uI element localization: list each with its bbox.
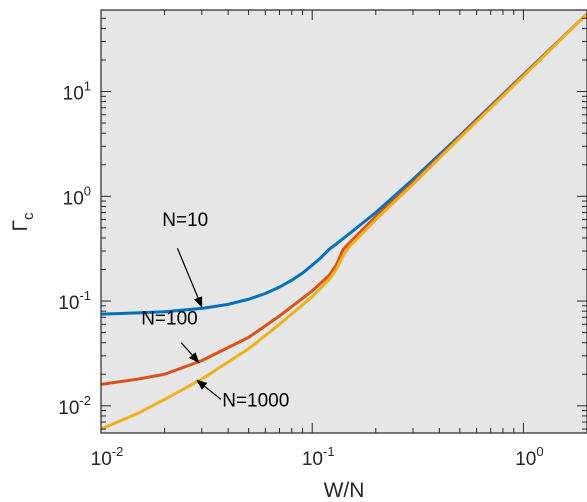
x-tick-label: 100 <box>515 444 543 470</box>
annotation-label-2: N=100 <box>141 308 198 329</box>
y-axis-label-main: Γ <box>9 220 32 232</box>
annotation-label-3: N=1000 <box>222 390 289 411</box>
annotation-arrow-1 <box>176 247 203 308</box>
x-axis-label: W/N <box>324 479 365 502</box>
annotation-arrow-2 <box>180 342 200 364</box>
annotation-label-1: N=10 <box>162 210 208 231</box>
y-tick-label: 10-2 <box>58 393 91 419</box>
plot-area <box>101 10 587 433</box>
y-tick-label: 101 <box>63 79 91 105</box>
x-tick-label: 10-2 <box>91 444 124 470</box>
x-tick-label: 10-1 <box>302 444 335 470</box>
series-line-3 <box>101 12 587 431</box>
y-tick-label: 10-1 <box>58 288 91 314</box>
ticks-layer <box>100 9 587 433</box>
series-line-1 <box>101 12 587 316</box>
annotation-arrow-3 <box>196 379 222 400</box>
y-axis-label: Γc <box>9 212 37 232</box>
y-tick-label: 100 <box>63 183 91 209</box>
y-axis-label-subscript: c <box>20 212 37 220</box>
plot-frame <box>100 9 587 434</box>
series-layer <box>101 12 587 431</box>
annotation-layer: N=10 N=100 N=1000 <box>141 210 289 411</box>
